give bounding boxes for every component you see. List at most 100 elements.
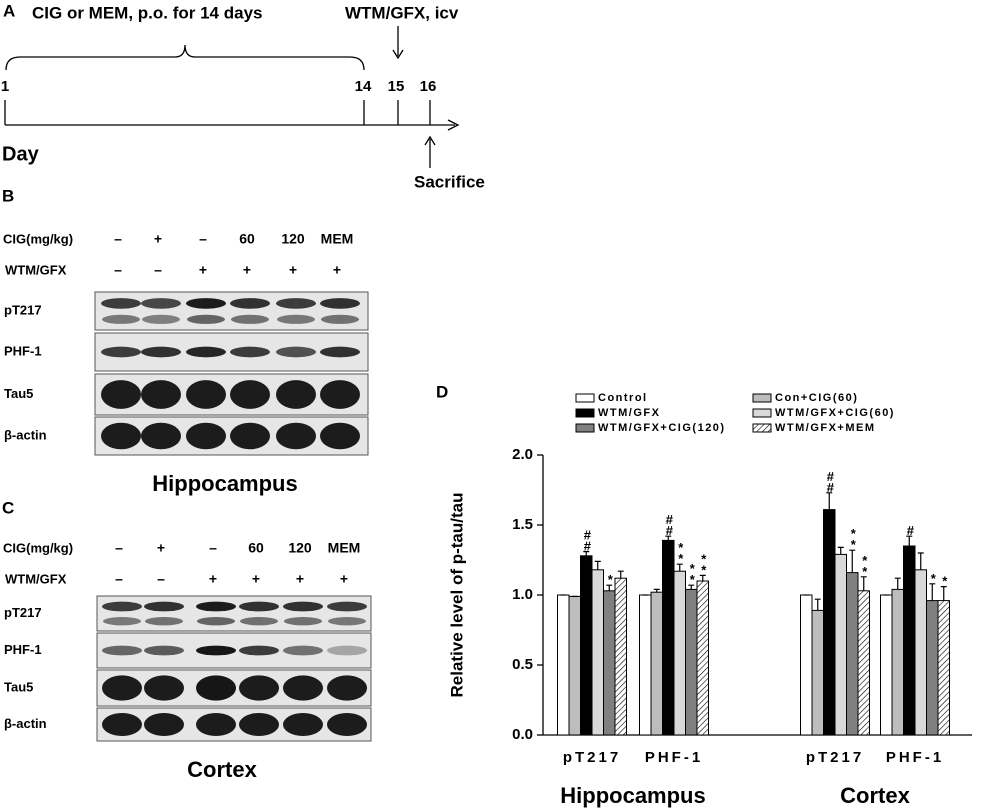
error-bar bbox=[583, 551, 590, 556]
band bbox=[320, 346, 360, 358]
region-label: Cortex bbox=[187, 757, 257, 782]
significance: ## bbox=[580, 528, 595, 551]
band bbox=[320, 380, 360, 409]
lane-label: + bbox=[199, 262, 207, 278]
bar bbox=[614, 577, 627, 736]
legend-swatch bbox=[752, 408, 772, 418]
bar bbox=[937, 600, 950, 736]
legend-label: WTM/GFX+CIG(120) bbox=[598, 422, 726, 434]
significance: ## bbox=[662, 512, 677, 535]
panel-label: C bbox=[2, 498, 14, 517]
error-bar bbox=[594, 560, 601, 570]
lane-label: + bbox=[296, 571, 304, 587]
lane-label: MEM bbox=[321, 231, 354, 247]
band bbox=[196, 601, 236, 612]
band-label: PHF-1 bbox=[4, 642, 42, 657]
lane-label: – bbox=[114, 262, 122, 278]
band bbox=[196, 712, 236, 737]
band bbox=[102, 645, 142, 656]
band bbox=[239, 712, 279, 737]
x-tick-label: pT217 bbox=[806, 749, 864, 766]
lane-label: – bbox=[157, 571, 165, 587]
panel-label: B bbox=[2, 186, 14, 205]
significance: ** bbox=[685, 561, 700, 583]
band bbox=[101, 298, 141, 309]
band-label: Tau5 bbox=[4, 679, 33, 694]
bar bbox=[568, 595, 581, 736]
lane-label: + bbox=[157, 540, 165, 556]
x-tick-label: pT217 bbox=[563, 749, 621, 766]
error-bar bbox=[676, 563, 683, 572]
lane-label: MEM bbox=[328, 540, 361, 556]
error-bar bbox=[826, 492, 833, 510]
brace bbox=[5, 44, 365, 71]
bar bbox=[650, 591, 663, 736]
bar bbox=[857, 590, 870, 736]
lane-label: + bbox=[289, 262, 297, 278]
band bbox=[327, 645, 367, 656]
band bbox=[102, 675, 142, 701]
endpoint: Sacrifice bbox=[414, 172, 485, 191]
lane-label: + bbox=[154, 231, 162, 247]
bar bbox=[823, 509, 836, 736]
panel-a: A CIG or MEM, p.o. for 14 days WTM/GFX, … bbox=[1, 1, 485, 191]
region-label: Hippocampus bbox=[152, 471, 297, 496]
day-label: 16 bbox=[420, 78, 437, 95]
band bbox=[283, 675, 323, 701]
lane-label: – bbox=[115, 571, 123, 587]
band bbox=[186, 298, 226, 309]
significance: ** bbox=[846, 526, 861, 548]
row-label: WTM/GFX bbox=[5, 262, 67, 277]
lane-label: – bbox=[114, 231, 122, 247]
legend-swatch bbox=[575, 393, 595, 403]
error-bar bbox=[929, 583, 936, 601]
band bbox=[186, 422, 226, 450]
band bbox=[230, 298, 270, 309]
lane-label: + bbox=[340, 571, 348, 587]
lane-label: + bbox=[333, 262, 341, 278]
legend-swatch bbox=[575, 423, 595, 433]
band bbox=[231, 314, 269, 324]
band bbox=[197, 617, 235, 626]
band bbox=[239, 675, 279, 701]
day-label: 1 bbox=[1, 78, 9, 95]
arrow-head bbox=[424, 135, 436, 146]
band-label: β-actin bbox=[4, 716, 47, 731]
chart: D 0.0 0.5 1.0 1.5 2.0 Relative level of p-tau/… bbox=[436, 382, 972, 808]
legend-label: WTM/GFX bbox=[598, 407, 660, 419]
band bbox=[327, 712, 367, 737]
band bbox=[144, 675, 184, 701]
error-bar bbox=[906, 535, 913, 546]
day-label: 14 bbox=[355, 78, 372, 95]
axis-label: Day bbox=[2, 143, 40, 165]
y-tick-label: 1.5 bbox=[512, 516, 533, 533]
band bbox=[141, 346, 181, 358]
significance: ## bbox=[823, 469, 838, 492]
legend-label: WTM/GFX+CIG(60) bbox=[775, 407, 895, 419]
band bbox=[196, 675, 236, 701]
band bbox=[283, 601, 323, 612]
lane-label: 60 bbox=[248, 540, 264, 556]
band bbox=[103, 617, 141, 626]
legend-label: Con+CIG(60) bbox=[775, 392, 858, 404]
lane-label: – bbox=[154, 262, 162, 278]
bar bbox=[557, 594, 570, 736]
band bbox=[186, 380, 226, 409]
bar bbox=[914, 569, 927, 736]
bar bbox=[685, 588, 698, 736]
band bbox=[327, 675, 367, 701]
band bbox=[284, 617, 322, 626]
error-bar bbox=[940, 586, 947, 601]
bar bbox=[834, 553, 847, 736]
y-tick-label: 1.0 bbox=[512, 586, 533, 603]
band bbox=[142, 314, 180, 324]
row-label: CIG(mg/kg) bbox=[3, 540, 73, 555]
significance: ** bbox=[857, 553, 872, 575]
band bbox=[276, 298, 316, 309]
significance: ** bbox=[696, 551, 711, 573]
error-bar bbox=[665, 535, 672, 541]
legend-swatch bbox=[575, 408, 595, 418]
significance: # bbox=[903, 523, 918, 535]
band bbox=[186, 346, 226, 358]
band bbox=[144, 601, 184, 612]
